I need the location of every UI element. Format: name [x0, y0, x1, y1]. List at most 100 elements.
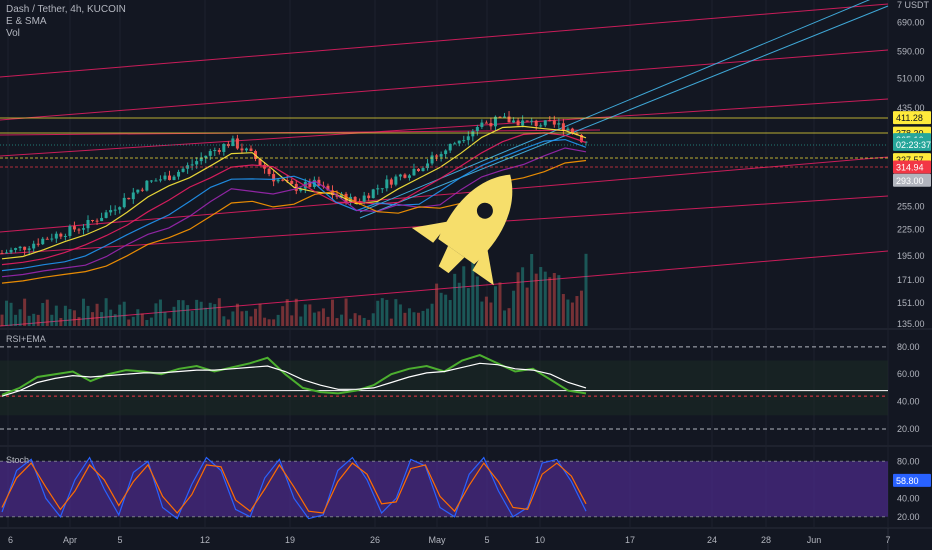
candle-body	[435, 155, 439, 157]
price-tag-label: 327.57	[896, 155, 924, 165]
grid-lines	[7, 0, 889, 528]
volume-bar	[525, 287, 529, 326]
trend-line[interactable]	[359, 0, 888, 213]
time-axis-label: 5	[117, 535, 122, 545]
candle-body	[448, 143, 452, 151]
volume-bar	[435, 283, 439, 326]
volume-bar	[380, 298, 384, 326]
candle-body	[81, 228, 85, 230]
volume-bar	[385, 299, 389, 326]
candle-body	[208, 151, 212, 156]
volume-bar	[254, 308, 258, 326]
volume-bar	[276, 314, 280, 326]
volume-bar	[118, 304, 122, 326]
time-axis-label: Apr	[63, 535, 77, 545]
candle-body	[444, 150, 448, 155]
candle-body	[149, 180, 153, 182]
volume-bar	[317, 311, 321, 326]
stoch-label[interactable]: Stoch	[6, 455, 30, 465]
horizontal-levels[interactable]	[0, 117, 888, 168]
rocket-icon[interactable]	[403, 146, 551, 298]
time-axis-label: 19	[285, 535, 295, 545]
volume-bar	[149, 317, 153, 326]
price-tag-label: 314.94	[896, 162, 924, 172]
volume-bar	[552, 273, 556, 326]
volume-bar	[294, 298, 298, 326]
price-tag-label: 02:23:37	[896, 140, 931, 150]
volume-bar	[240, 311, 244, 326]
rsi-pane	[0, 346, 888, 430]
indicator-ema-sma[interactable]: E & SMA	[6, 16, 47, 27]
candle-body	[539, 125, 543, 127]
volume-bar	[557, 275, 561, 326]
volume-bar	[272, 319, 276, 326]
volume-bar	[480, 301, 484, 326]
candle-body	[240, 148, 244, 151]
candle-body	[59, 233, 63, 237]
candle-body	[77, 229, 81, 231]
rsi-label[interactable]: RSI+EMA	[6, 334, 46, 344]
candle-body	[213, 150, 217, 152]
candle-body	[412, 168, 416, 176]
time-axis-label: 6	[8, 535, 13, 545]
volume-bar	[72, 310, 76, 326]
volume-bar	[145, 319, 149, 326]
channel-line[interactable]	[0, 156, 889, 233]
candle-body	[394, 176, 398, 185]
price-axis-label: 510.00	[897, 73, 925, 83]
rocket-window	[476, 202, 493, 219]
volume-bar	[444, 294, 448, 326]
volume-bar	[281, 306, 285, 326]
volume-bar	[204, 307, 208, 326]
volume-bar	[462, 266, 466, 326]
volume-bar	[23, 298, 27, 326]
volume-bar	[172, 306, 176, 326]
volume-bar	[398, 304, 402, 326]
candle-body	[140, 189, 144, 191]
volume-bar	[59, 318, 63, 326]
symbol-title[interactable]: Dash / Tether, 4h, KUCOIN	[6, 4, 126, 15]
channel-line[interactable]	[0, 3, 889, 78]
volume-bar	[389, 318, 393, 326]
channel-line[interactable]	[0, 250, 889, 327]
volume-bar	[534, 273, 538, 326]
volume-bar	[539, 267, 543, 326]
candle-body	[109, 210, 113, 213]
indicator-volume[interactable]: Vol	[6, 28, 20, 39]
price-tag: 314.94	[893, 160, 931, 174]
price-axis-label: 171.00	[897, 275, 925, 285]
candle-body	[5, 252, 9, 254]
rsi-ema-line	[1, 362, 587, 397]
volume-bar	[109, 309, 113, 326]
price-tag-bg	[893, 473, 931, 487]
candle-body	[552, 120, 556, 125]
candle-body	[489, 122, 493, 127]
volume-bar	[457, 282, 461, 326]
channel-line[interactable]	[0, 98, 889, 157]
candle-body	[177, 171, 181, 177]
channel-line[interactable]	[0, 49, 889, 121]
candle-body	[389, 179, 393, 185]
price-tag: 411.28	[893, 111, 931, 125]
candle-body	[557, 123, 561, 125]
candle-body	[480, 122, 484, 128]
candle-body	[385, 179, 389, 189]
volume-bar	[63, 305, 67, 326]
trend-line[interactable]	[359, 5, 889, 219]
price-axis-label: 590.00	[897, 47, 925, 57]
stoch-tag: 58.80	[893, 473, 931, 487]
price-tag-label: 411.28	[896, 113, 923, 123]
chart-legend[interactable]: Dash / Tether, 4h, KUCOIN E & SMA Vol	[6, 4, 126, 40]
candle-body	[204, 155, 208, 158]
price-axis-label: 255.00	[897, 201, 925, 211]
channel-lines[interactable]	[0, 0, 889, 327]
candle-body	[72, 226, 76, 230]
time-axis-label: Jun	[807, 535, 822, 545]
rsi-axis-label: 80.00	[897, 342, 920, 352]
volume-bar	[439, 292, 443, 326]
candle-body	[525, 120, 529, 122]
time-axis[interactable]: 6 Apr 5 12 19 26 May 5 10 17 24 28 Jun 7	[8, 535, 891, 545]
candle-body	[235, 138, 239, 149]
candle-body	[86, 219, 90, 229]
